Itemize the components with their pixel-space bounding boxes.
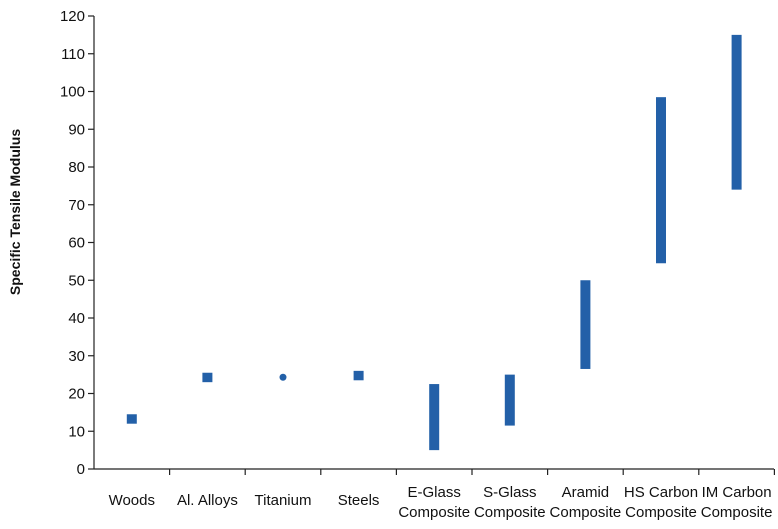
y-tick-label: 20 — [68, 386, 85, 403]
x-ticks — [169, 469, 776, 475]
y-tick-label: 50 — [68, 272, 85, 289]
category-label-line: Composite — [474, 504, 546, 521]
y-tick-label: 90 — [68, 121, 85, 138]
category-label-line: E-Glass — [408, 484, 461, 501]
data-marks — [126, 34, 742, 451]
category-label-line: Composite — [398, 504, 470, 521]
mark-aramid-composite — [580, 280, 591, 369]
category-label: HS Carbon Composite — [624, 484, 698, 521]
mark-s-glass-composite — [504, 374, 515, 426]
category-label-line: IM Carbon — [702, 484, 772, 501]
y-tick-label: 60 — [68, 235, 85, 252]
mark-steels — [353, 370, 364, 381]
y-tick-label: 80 — [68, 159, 85, 176]
y-tick-label: 120 — [60, 8, 85, 25]
category-label: Steels — [338, 492, 380, 509]
y-tick-label: 70 — [68, 197, 85, 214]
y-axis-title: Specific Tensile Modulus — [7, 129, 23, 295]
mark-im-carbon-composite — [731, 34, 742, 190]
category-label: Al. Alloys — [177, 492, 238, 509]
category-label: IM Carbon Composite — [701, 484, 773, 521]
category-label: Aramid Composite — [550, 484, 622, 521]
mark-e-glass-composite — [429, 384, 440, 451]
category-label-line: Composite — [550, 504, 622, 521]
y-ticks: 0 10 20 30 40 50 60 70 80 90 100 110 120 — [60, 8, 94, 478]
category-label-line: HS Carbon — [624, 484, 698, 501]
category-label: Woods — [109, 492, 155, 509]
mark-titanium — [279, 373, 287, 381]
mark-hs-carbon-composite — [656, 97, 666, 264]
category-label-line: Composite — [701, 504, 773, 521]
category-labels: Woods Al. Alloys Titanium Steels E-Glass Comp… — [109, 484, 773, 521]
mark-woods — [126, 414, 137, 424]
category-label: S-Glass Composite — [474, 484, 546, 521]
y-tick-label: 40 — [68, 310, 85, 327]
y-tick-label: 100 — [60, 84, 85, 101]
category-label-line: Composite — [625, 504, 697, 521]
y-tick-label: 30 — [68, 348, 85, 365]
category-label-line: S-Glass — [483, 484, 536, 501]
mark-al-alloys — [202, 372, 213, 383]
y-tick-label: 110 — [61, 46, 85, 63]
category-label-line: Aramid — [562, 484, 610, 501]
y-tick-label: 10 — [68, 423, 85, 440]
y-tick-label: 0 — [77, 461, 85, 478]
category-label: E-Glass Composite — [398, 484, 470, 521]
category-label: Titanium — [255, 492, 312, 509]
y-axis-title-group: Specific Tensile Modulus — [7, 129, 23, 295]
